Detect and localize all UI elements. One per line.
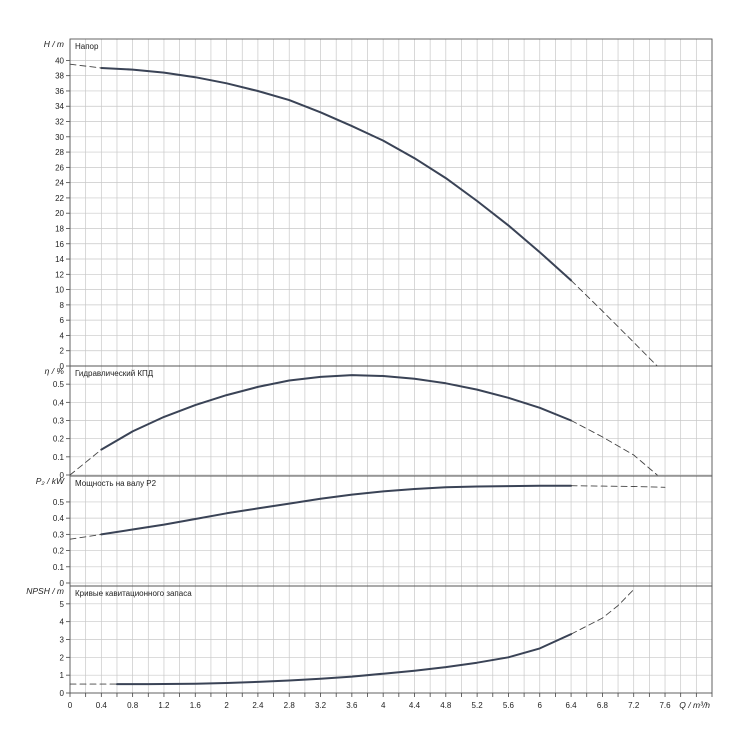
panel-efficiency: 0 0.1 0.2 0.3 0.4 0.5 η / % Гидравлический КПД — [45, 365, 713, 480]
x-tick-label: 4 — [381, 701, 386, 710]
y-tick-label: 0.1 — [53, 453, 65, 462]
series-line-dashed — [570, 589, 635, 635]
panel-title: Напор — [75, 42, 99, 51]
y-axis-label: P₂ / kW — [36, 476, 65, 486]
x-tick-label: 2.8 — [284, 701, 296, 710]
x-tick-label: 6.4 — [566, 701, 578, 710]
y-tick-label: 16 — [55, 240, 64, 249]
panel-frame — [69, 585, 713, 694]
panel-frame — [69, 38, 713, 367]
y-tick-label: 0.3 — [53, 530, 65, 539]
y-tick-label: 0.5 — [53, 380, 65, 389]
y-tick-label: 4 — [60, 331, 65, 340]
series-line-solid — [100, 374, 573, 451]
panel-title: Гидравлический КПД — [75, 369, 154, 378]
y-tick-label: 0 — [60, 689, 65, 698]
y-tick-label: 0.5 — [53, 498, 65, 507]
y-tick-label: 0.4 — [53, 514, 65, 523]
y-tick-label: 32 — [55, 118, 64, 127]
x-tick-label: 0 — [68, 701, 73, 710]
y-tick-label: 0.2 — [53, 547, 65, 556]
y-tick-label: 18 — [55, 224, 64, 233]
y-tick-label: 24 — [55, 179, 64, 188]
y-tick-label: 0 — [60, 471, 65, 480]
x-tick-label: 7.2 — [628, 701, 640, 710]
x-tick-label: 6.8 — [597, 701, 609, 710]
y-tick-label: 12 — [55, 270, 64, 279]
y-axis-label: H / m — [44, 39, 64, 49]
y-tick-label: 3 — [60, 636, 65, 645]
series-line-solid — [116, 633, 573, 686]
series-line-dashed — [570, 485, 666, 488]
x-tick-label: 1.2 — [158, 701, 170, 710]
x-tick-label: 4.8 — [440, 701, 452, 710]
y-tick-label: 34 — [55, 102, 64, 111]
panel-title: Кривые кавитационного запаса — [75, 589, 192, 598]
y-tick-label: 8 — [60, 301, 65, 310]
y-tick-label: 40 — [55, 56, 64, 65]
series-line-dashed — [69, 533, 102, 540]
x-tick-label: 3.2 — [315, 701, 327, 710]
x-tick-label: 0.4 — [96, 701, 108, 710]
panel-power: 0 0.1 0.2 0.3 0.4 0.5 P₂ / kW Мощность на валу … — [36, 475, 713, 588]
series-line-solid — [100, 67, 573, 282]
x-tick-label: 6 — [538, 701, 543, 710]
x-tick-label: 0.8 — [127, 701, 139, 710]
y-tick-label: 20 — [55, 209, 64, 218]
x-tick-label: 1.6 — [190, 701, 202, 710]
y-tick-label: 38 — [55, 72, 64, 81]
y-tick-label: 1 — [60, 671, 65, 680]
y-tick-label: 30 — [55, 133, 64, 142]
series-line-dashed — [570, 279, 658, 367]
series-line-dashed — [69, 63, 102, 69]
x-tick-label: 7.6 — [659, 701, 671, 710]
y-tick-label: 22 — [55, 194, 64, 203]
x-axis-label: Q / m³/h — [679, 700, 710, 710]
y-axis-label: η / % — [45, 366, 65, 376]
y-tick-label: 6 — [60, 316, 65, 325]
y-tick-label: 0 — [60, 579, 65, 588]
y-tick-label: 0.2 — [53, 435, 65, 444]
y-tick-label: 26 — [55, 163, 64, 172]
x-tick-label: 2 — [224, 701, 229, 710]
x-axis: 0 0.4 0.8 1.2 1.6 2 2.4 2.8 3.2 3.6 4 4.4 4.8 5.2 5.6 6… — [68, 693, 713, 710]
panel-title: Мощность на валу P2 — [75, 479, 157, 488]
panel-frame — [69, 365, 713, 477]
panel-frame — [69, 475, 713, 587]
y-tick-label: 36 — [55, 87, 64, 96]
x-tick-label: 2.4 — [252, 701, 264, 710]
y-tick-label: 0.3 — [53, 417, 65, 426]
y-tick-label: 0 — [60, 362, 65, 371]
series-line-dashed — [69, 449, 102, 476]
panel-npsh: 0 1 2 3 4 5 NPSH / m Кривые кавитационного запа… — [26, 585, 713, 698]
y-tick-label: 0.4 — [53, 398, 65, 407]
y-tick-label: 28 — [55, 148, 64, 157]
y-axis-label: NPSH / m — [26, 586, 64, 596]
x-tick-label: 5.6 — [503, 701, 515, 710]
y-tick-label: 2 — [60, 347, 65, 356]
y-tick-label: 14 — [55, 255, 64, 264]
x-tick-label: 4.4 — [409, 701, 421, 710]
y-tick-label: 4 — [60, 618, 65, 627]
y-tick-label: 0.1 — [53, 563, 65, 572]
series-line-dashed — [570, 420, 658, 476]
y-tick-label: 10 — [55, 286, 64, 295]
x-tick-label: 3.6 — [346, 701, 358, 710]
y-tick-label: 5 — [60, 600, 65, 609]
x-tick-label: 5.2 — [472, 701, 484, 710]
series-line-solid — [100, 484, 573, 536]
y-tick-label: 2 — [60, 653, 65, 662]
